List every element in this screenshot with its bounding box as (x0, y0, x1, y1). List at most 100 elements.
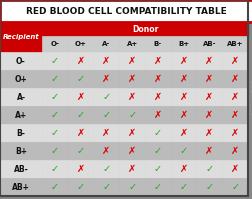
Text: ✗: ✗ (179, 56, 187, 66)
Bar (42, 178, 68, 196)
Text: ✗: ✗ (128, 92, 136, 102)
Text: ✗: ✗ (230, 128, 238, 138)
Text: A-: A- (16, 93, 25, 101)
Bar (68, 106, 93, 124)
Bar (170, 160, 196, 178)
Bar (170, 36, 196, 52)
Text: ✓: ✓ (153, 128, 161, 138)
Text: ✗: ✗ (153, 92, 161, 102)
Text: ✗: ✗ (179, 110, 187, 120)
Bar (119, 52, 144, 70)
Text: ✓: ✓ (153, 164, 161, 174)
Text: ✓: ✓ (153, 146, 161, 156)
Text: ✗: ✗ (128, 146, 136, 156)
Bar (196, 36, 221, 52)
Text: A-: A- (102, 41, 110, 47)
Bar (221, 142, 247, 160)
Text: ✗: ✗ (153, 110, 161, 120)
Text: ✓: ✓ (51, 110, 59, 120)
Text: ✗: ✗ (205, 110, 213, 120)
Text: ✓: ✓ (102, 164, 110, 174)
Bar (68, 88, 93, 106)
Bar (0, 160, 42, 178)
Text: ✗: ✗ (205, 56, 213, 66)
Text: ✗: ✗ (76, 56, 84, 66)
Bar (144, 70, 170, 88)
Bar (93, 36, 119, 52)
Bar (170, 106, 196, 124)
Bar (42, 88, 68, 106)
Text: ✓: ✓ (51, 182, 59, 192)
Bar (93, 160, 119, 178)
Text: ✗: ✗ (76, 164, 84, 174)
Bar (93, 124, 119, 142)
Bar (221, 124, 247, 142)
Bar (42, 142, 68, 160)
Text: ✓: ✓ (51, 146, 59, 156)
Text: ✗: ✗ (230, 74, 238, 84)
Text: ✓: ✓ (76, 110, 84, 120)
Text: AB+: AB+ (12, 182, 30, 191)
Bar (170, 124, 196, 142)
Text: ✗: ✗ (76, 92, 84, 102)
Text: ✓: ✓ (51, 92, 59, 102)
Text: B-: B- (16, 129, 25, 138)
Text: ✓: ✓ (51, 128, 59, 138)
Text: AB-: AB- (14, 165, 28, 174)
Bar (170, 70, 196, 88)
Text: ✓: ✓ (205, 164, 213, 174)
Text: ✗: ✗ (128, 56, 136, 66)
Bar (93, 70, 119, 88)
Bar (144, 88, 170, 106)
Text: ✓: ✓ (128, 182, 136, 192)
Bar (144, 142, 170, 160)
Bar (119, 178, 144, 196)
Text: ✓: ✓ (76, 74, 84, 84)
Text: ✗: ✗ (179, 164, 187, 174)
Text: RED BLOOD CELL COMPATIBILITY TABLE: RED BLOOD CELL COMPATIBILITY TABLE (25, 7, 226, 16)
Text: ✗: ✗ (179, 128, 187, 138)
Bar (144, 52, 170, 70)
Bar (170, 142, 196, 160)
Text: ✗: ✗ (102, 74, 110, 84)
Bar (196, 70, 221, 88)
Text: ✗: ✗ (205, 146, 213, 156)
Bar (119, 124, 144, 142)
Bar (42, 106, 68, 124)
Text: ✓: ✓ (205, 182, 213, 192)
Text: O-: O- (50, 41, 59, 47)
Text: ✗: ✗ (230, 164, 238, 174)
Text: ✗: ✗ (179, 92, 187, 102)
Text: ✗: ✗ (230, 146, 238, 156)
Bar (196, 124, 221, 142)
Bar (68, 36, 93, 52)
Bar (42, 52, 68, 70)
Bar (42, 124, 68, 142)
Bar (144, 106, 170, 124)
Bar (0, 106, 42, 124)
Bar (221, 106, 247, 124)
Bar (170, 88, 196, 106)
Text: B+: B+ (177, 41, 188, 47)
Bar (68, 124, 93, 142)
Bar (144, 178, 170, 196)
Text: ✗: ✗ (102, 128, 110, 138)
Bar (221, 52, 247, 70)
Text: O+: O+ (15, 74, 27, 84)
Text: ✓: ✓ (51, 56, 59, 66)
Bar (68, 70, 93, 88)
Text: ✗: ✗ (128, 164, 136, 174)
Bar (93, 106, 119, 124)
Bar (144, 36, 170, 52)
Text: ✗: ✗ (102, 146, 110, 156)
Bar (0, 22, 42, 52)
Bar (119, 142, 144, 160)
Bar (196, 142, 221, 160)
Text: Recipient: Recipient (3, 34, 39, 40)
Bar (119, 106, 144, 124)
Text: ✓: ✓ (102, 92, 110, 102)
Text: ✗: ✗ (205, 92, 213, 102)
Text: ✗: ✗ (205, 74, 213, 84)
Bar (221, 160, 247, 178)
Text: ✗: ✗ (128, 74, 136, 84)
